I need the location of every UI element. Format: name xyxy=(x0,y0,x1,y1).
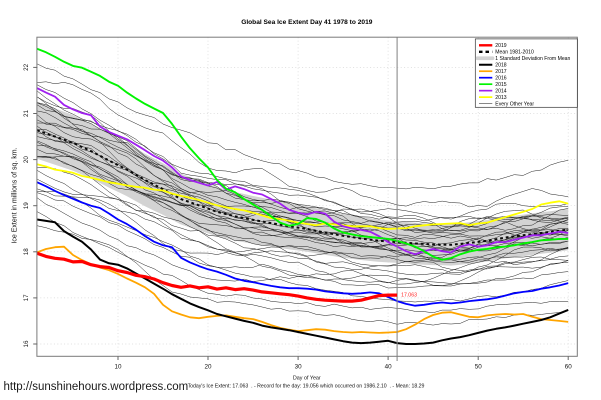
svg-text:2014: 2014 xyxy=(495,89,506,95)
svg-text:Day of Year: Day of Year xyxy=(293,376,321,382)
svg-text:16: 16 xyxy=(23,340,30,348)
svg-text:2013: 2013 xyxy=(495,95,506,101)
svg-text:1 Standard Deviation From Mean: 1 Standard Deviation From Mean xyxy=(495,56,570,62)
svg-text:Global Sea Ice Extent Day 41 1: Global Sea Ice Extent Day 41 1978 to 201… xyxy=(241,19,373,26)
svg-text:19: 19 xyxy=(23,202,30,210)
svg-text:30: 30 xyxy=(295,364,303,371)
svg-text:50: 50 xyxy=(475,364,483,371)
svg-text:40: 40 xyxy=(385,364,393,371)
svg-text:Ice Extent in millions of sq.: Ice Extent in millions of sq. km. xyxy=(12,147,19,243)
svg-text:20: 20 xyxy=(204,364,212,371)
svg-text:17: 17 xyxy=(23,294,30,302)
svg-text:Today's Ice Extent: 17.063 .: Today's Ice Extent: 17.063 . - Record fo… xyxy=(188,384,425,390)
svg-text:10: 10 xyxy=(114,364,122,371)
svg-text:20: 20 xyxy=(23,156,30,164)
svg-text:2015: 2015 xyxy=(495,82,506,88)
svg-text:17.063: 17.063 xyxy=(401,293,417,299)
svg-text:22: 22 xyxy=(23,63,30,71)
svg-text:21: 21 xyxy=(23,110,30,118)
svg-text:2016: 2016 xyxy=(495,76,506,82)
svg-text:2017: 2017 xyxy=(495,69,506,75)
svg-text:Mean 1981-2010: Mean 1981-2010 xyxy=(495,50,534,56)
svg-text:http://sunshinehours.wordpress: http://sunshinehours.wordpress.com xyxy=(4,381,189,393)
svg-text:2019: 2019 xyxy=(495,43,506,49)
svg-text:Every Other Year: Every Other Year xyxy=(495,102,534,108)
svg-text:2018: 2018 xyxy=(495,63,506,69)
svg-text:60: 60 xyxy=(565,364,573,371)
svg-text:18: 18 xyxy=(23,248,30,256)
